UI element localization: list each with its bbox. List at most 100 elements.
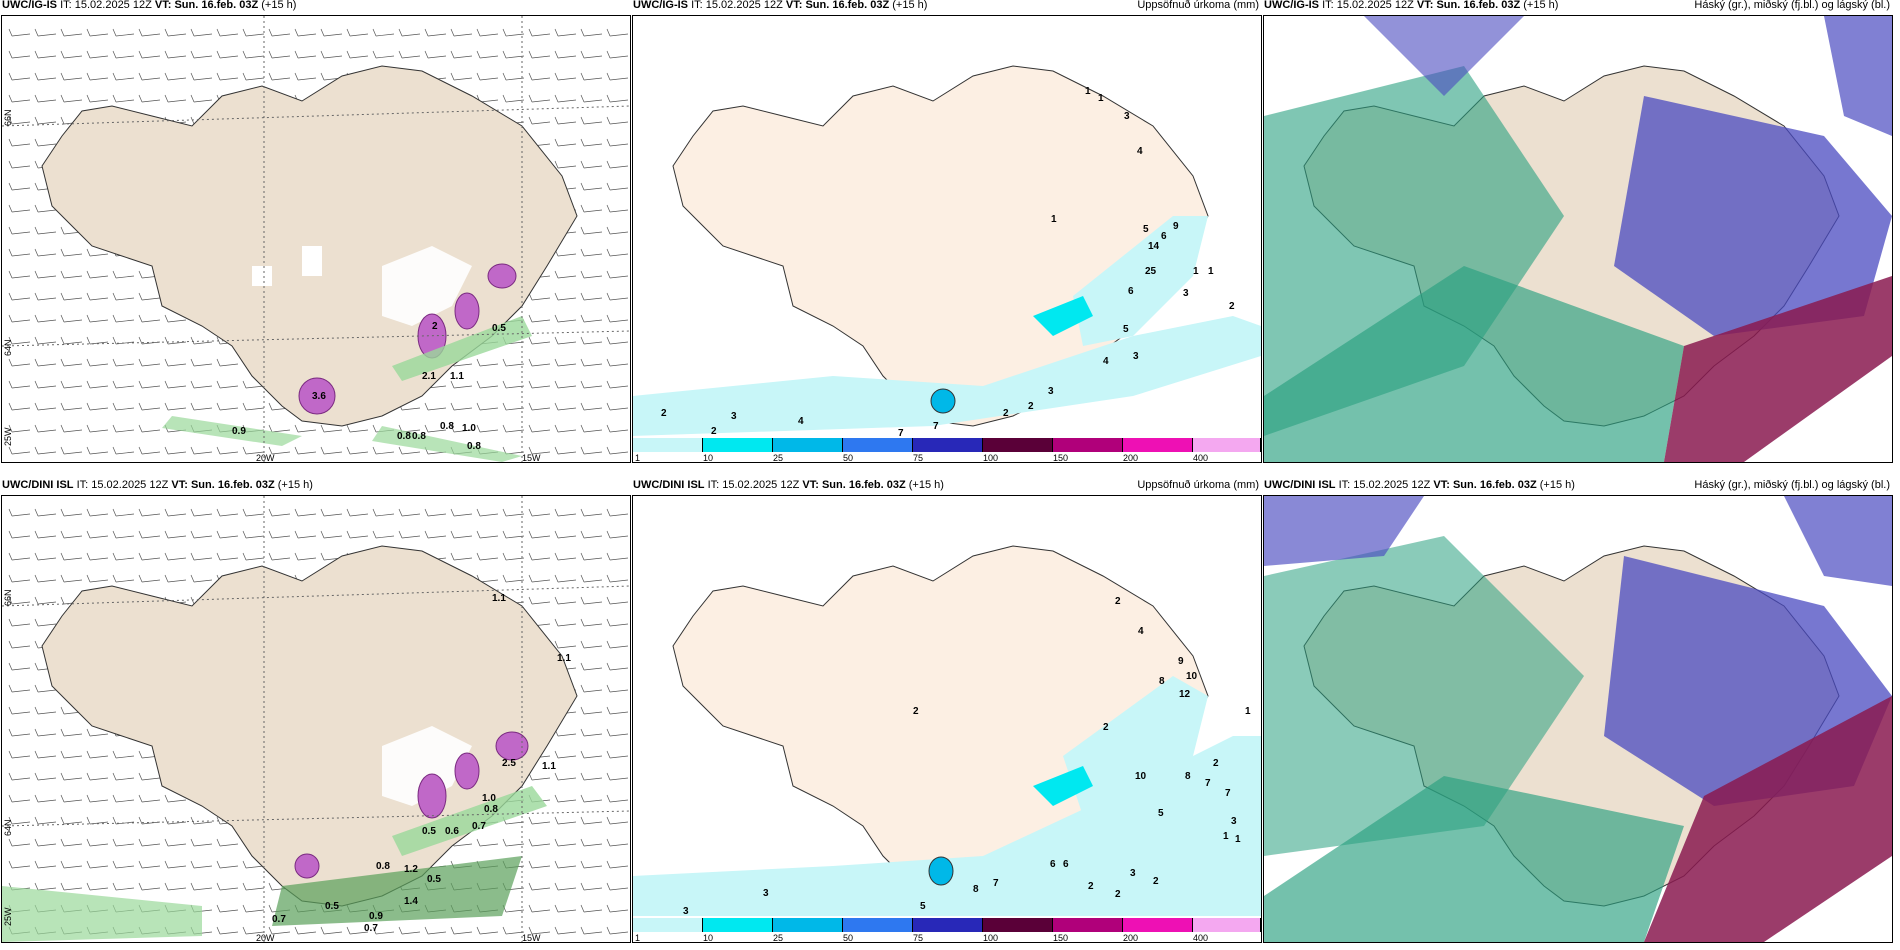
wind-barb-icon <box>268 72 291 81</box>
wind-barb-icon <box>580 640 603 649</box>
wind-barb-icon <box>450 926 473 935</box>
wind-value: 1.2 <box>404 864 418 875</box>
wind-barb-icon <box>112 380 135 389</box>
precip-value: 2 <box>1103 722 1109 733</box>
precip-value: 7 <box>1225 788 1231 799</box>
panel-title: UWC/IG-IS IT: 15.02.2025 12Z VT: Sun. 16… <box>1264 0 1559 11</box>
wind-barb-icon <box>554 508 577 517</box>
wind-barb-icon <box>476 380 499 389</box>
precip-value: 4 <box>1137 146 1143 157</box>
wind-barb-icon <box>34 684 57 693</box>
wind-barb-icon <box>138 292 161 301</box>
wind-value: 0.8 <box>376 861 390 872</box>
wind-value: 1.1 <box>450 371 464 382</box>
wind-barb-icon <box>60 446 83 455</box>
wind-barb-icon <box>34 618 57 627</box>
wind-barb-icon <box>60 94 83 103</box>
wind-barb-icon <box>580 72 603 81</box>
precip-value: 3 <box>731 411 737 422</box>
wind-barb-icon <box>112 28 135 37</box>
wind-barb-icon <box>606 292 629 301</box>
lat-label: 66N <box>3 109 13 126</box>
wind-barb-icon <box>112 402 135 411</box>
legend-swatch <box>913 438 983 452</box>
wind-barb-icon <box>112 50 135 59</box>
wind-barb-icon <box>8 446 31 455</box>
wind-barb-icon <box>60 424 83 433</box>
wind-barb-icon <box>502 424 525 433</box>
wind-barb-icon <box>606 402 629 411</box>
wind-barb-icon <box>34 116 57 125</box>
wind-barb-icon <box>34 248 57 257</box>
wind-barb-icon <box>8 508 31 517</box>
wind-barb-icon <box>86 772 109 781</box>
wind-barb-icon <box>164 446 187 455</box>
wind-barb-icon <box>112 508 135 517</box>
legend-tick: 25 <box>773 453 784 462</box>
precip-value: 3 <box>683 906 689 917</box>
wind-barb-icon <box>86 860 109 869</box>
precip-value: 7 <box>933 421 939 432</box>
wind-barb-icon <box>8 618 31 627</box>
lat-label: 25W <box>3 427 13 446</box>
wind-barb-icon <box>554 772 577 781</box>
wind-barb-icon <box>8 182 31 191</box>
legend-swatch <box>773 918 843 932</box>
wind-barb-icon <box>294 424 317 433</box>
wind-barb-icon <box>502 358 525 367</box>
wind-barb-icon <box>528 424 551 433</box>
wind-barb-icon <box>216 882 239 891</box>
wind-barb-icon <box>216 358 239 367</box>
wind-barb-icon <box>190 402 213 411</box>
wind-barb-icon <box>580 552 603 561</box>
wind-barb-icon <box>190 336 213 345</box>
wind-barb-icon <box>190 552 213 561</box>
wind-barb-icon <box>502 926 525 935</box>
wind-barb-icon <box>60 28 83 37</box>
precip-value: 3 <box>1048 386 1054 397</box>
precip-value: 4 <box>1138 626 1144 637</box>
precip-value: 2 <box>1028 401 1034 412</box>
wind-barb-icon <box>86 882 109 891</box>
wind-barb-icon <box>606 28 629 37</box>
wind-barb-icon <box>554 904 577 913</box>
wind-barb-icon <box>554 816 577 825</box>
precip-value: 3 <box>1231 816 1237 827</box>
wind-barb-icon <box>138 574 161 583</box>
wind-value: 0.8 <box>484 804 498 815</box>
wind-barb-icon <box>268 28 291 37</box>
legend-tick: 50 <box>843 453 854 462</box>
precip-value: 6 <box>1128 286 1134 297</box>
wind-value: 0.7 <box>364 923 378 934</box>
wind-barb-icon <box>86 552 109 561</box>
wind-barb-icon <box>86 72 109 81</box>
wind-barb-icon <box>606 530 629 539</box>
wind-barb-icon <box>424 508 447 517</box>
wind-barb-icon <box>242 926 265 935</box>
precip-value: 1 <box>1235 834 1241 845</box>
precip-value: 2 <box>1153 876 1159 887</box>
wind-barb-icon <box>164 552 187 561</box>
wind-barb-icon <box>60 794 83 803</box>
wind-barb-icon <box>34 860 57 869</box>
wind-barb-icon <box>372 28 395 37</box>
wind-barb-icon <box>216 72 239 81</box>
legend-swatch <box>633 438 703 452</box>
wind-barb-icon <box>606 424 629 433</box>
precip-value: 9 <box>1178 656 1184 667</box>
wind-barb-icon <box>34 838 57 847</box>
wind-barb-icon <box>554 292 577 301</box>
wind-barb-icon <box>294 530 317 539</box>
panel-title: UWC/DINI ISL IT: 15.02.2025 12Z VT: Sun.… <box>2 479 313 491</box>
wind-barb-icon <box>294 50 317 59</box>
wind-barb-icon <box>8 50 31 59</box>
wind-barb-icon <box>294 926 317 935</box>
wind-barb-icon <box>242 28 265 37</box>
wind-barb-icon <box>346 530 369 539</box>
wind-barb-icon <box>320 926 343 935</box>
precip-value: 10 <box>1135 771 1147 782</box>
wind-barb-icon <box>528 552 551 561</box>
wind-barb-icon <box>216 904 239 913</box>
wind-barb-icon <box>216 28 239 37</box>
wind-barb-icon <box>216 530 239 539</box>
